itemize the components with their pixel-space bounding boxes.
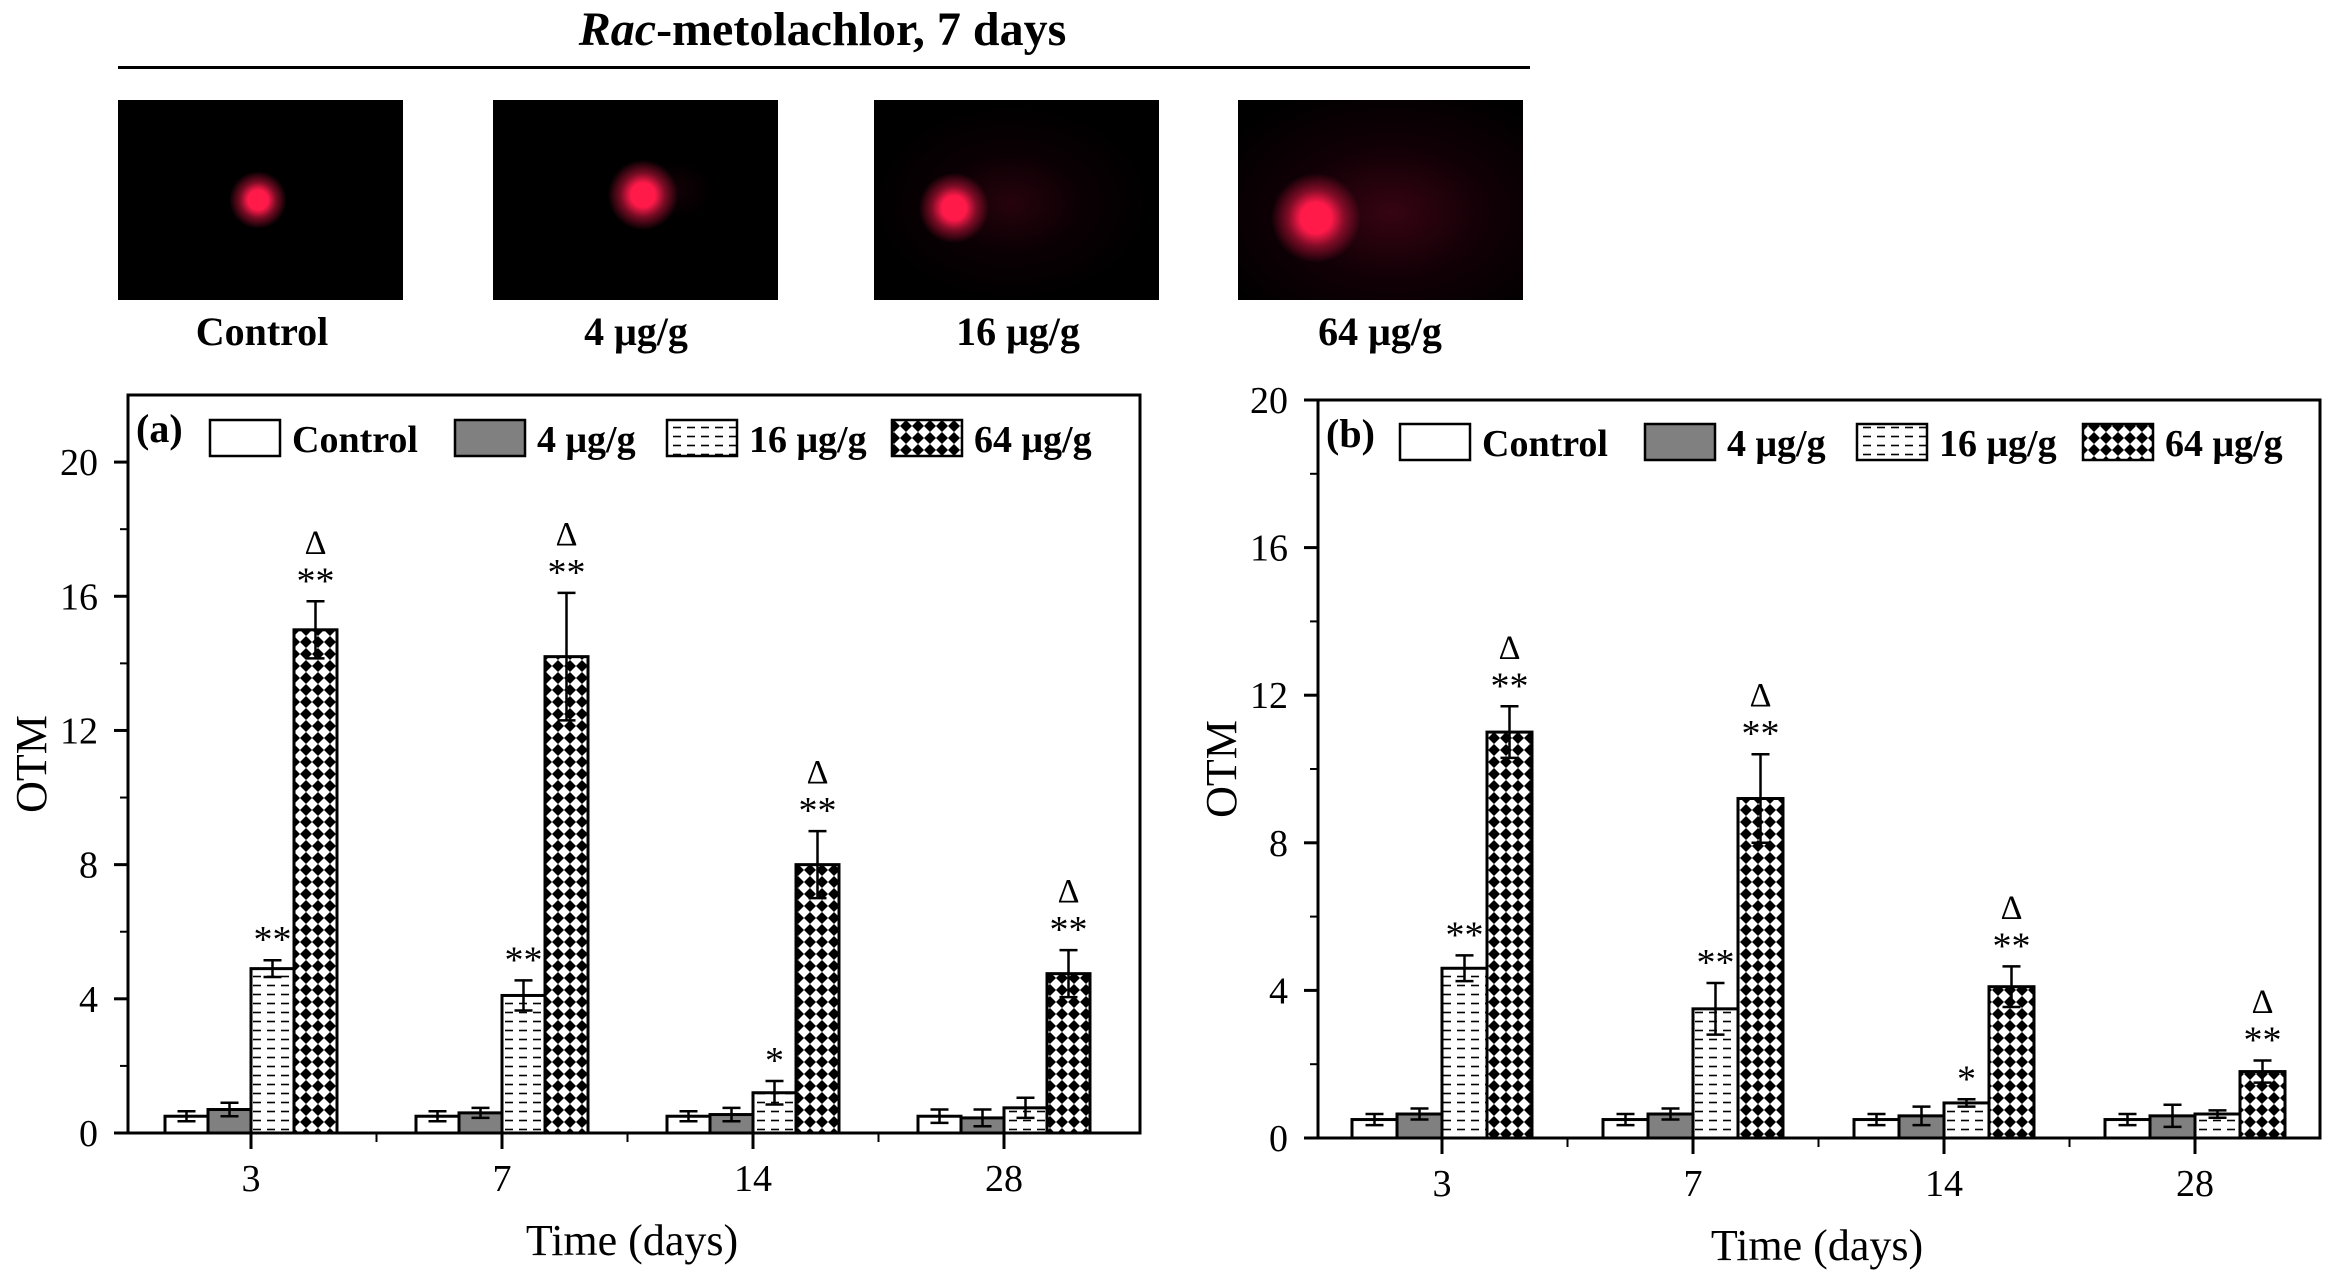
y-axis-label: OTM — [7, 715, 56, 813]
bar — [292, 628, 339, 1135]
legend-swatch — [1855, 422, 1929, 462]
delta-mark: Δ — [1499, 629, 1521, 666]
significance-mark: ** — [799, 790, 837, 832]
comet-image-64 — [1238, 100, 1523, 300]
legend-label: 64 μg/g — [974, 419, 1092, 461]
x-tick-label: 28 — [985, 1158, 1023, 1200]
legend-label: Control — [1482, 423, 1608, 465]
y-tick-label: 16 — [60, 576, 98, 618]
legend-swatch — [208, 418, 282, 458]
title-italic: Rac — [578, 3, 657, 56]
comet-label-control: Control — [195, 309, 329, 354]
legend-swatch — [453, 418, 527, 458]
y-tick-label: 8 — [1269, 823, 1288, 865]
x-tick-label: 14 — [1925, 1163, 1963, 1205]
delta-mark: Δ — [807, 754, 829, 791]
comet-label-16: 16 μg/g — [956, 309, 1080, 354]
y-tick-label: 20 — [60, 442, 98, 484]
x-axis-label: Time (days) — [526, 1216, 738, 1265]
y-tick-label: 20 — [1250, 380, 1288, 422]
delta-mark: Δ — [2252, 984, 2274, 1021]
significance-mark: ** — [548, 552, 586, 594]
delta-mark: Δ — [1750, 677, 1772, 714]
title-underline — [118, 66, 1530, 69]
panel-label: (a) — [136, 406, 183, 451]
x-tick-label: 3 — [242, 1158, 261, 1200]
bar — [249, 967, 296, 1135]
significance-mark: ** — [254, 919, 292, 961]
significance-mark: ** — [1491, 665, 1529, 707]
bar — [1736, 797, 1785, 1140]
comet-image-4 — [493, 100, 778, 300]
significance-mark: ** — [1697, 942, 1735, 984]
bar — [1942, 1101, 1991, 1140]
y-tick-label: 12 — [1250, 675, 1288, 717]
y-tick-label: 8 — [79, 845, 98, 887]
delta-mark: Δ — [305, 524, 327, 561]
delta-mark: Δ — [1058, 873, 1080, 910]
bar — [1440, 966, 1489, 1140]
legend-swatch — [2081, 422, 2155, 462]
bar — [543, 655, 590, 1135]
significance-mark: * — [1957, 1058, 1976, 1100]
bar — [500, 993, 547, 1135]
y-tick-label: 4 — [79, 979, 98, 1021]
y-tick-label: 0 — [1269, 1118, 1288, 1160]
x-tick-label: 3 — [1433, 1163, 1452, 1205]
legend-label: 64 μg/g — [2165, 423, 2283, 465]
y-tick-label: 16 — [1250, 528, 1288, 570]
significance-mark: ** — [505, 939, 543, 981]
legend-label: 16 μg/g — [749, 419, 867, 461]
legend-label: 4 μg/g — [537, 419, 636, 461]
x-tick-label: 28 — [2176, 1163, 2214, 1205]
significance-mark: ** — [2244, 1020, 2282, 1062]
legend-swatch — [1643, 422, 1717, 462]
bar — [794, 863, 841, 1135]
x-tick-label: 7 — [493, 1158, 512, 1200]
figure-title: Rac-metolachlor, 7 days — [115, 0, 1530, 60]
comet-image-control — [118, 100, 403, 300]
y-tick-label: 0 — [79, 1113, 98, 1155]
significance-mark: ** — [297, 560, 335, 602]
legend-label: 16 μg/g — [1939, 423, 2057, 465]
x-tick-label: 14 — [734, 1158, 772, 1200]
bar — [1485, 730, 1534, 1140]
legend-swatch — [1398, 422, 1472, 462]
significance-mark: * — [765, 1040, 784, 1082]
x-axis-label: Time (days) — [1711, 1221, 1923, 1270]
significance-mark: ** — [1742, 713, 1780, 755]
legend-label: Control — [292, 419, 418, 461]
significance-mark: ** — [1993, 925, 2031, 967]
significance-mark: ** — [1446, 914, 1484, 956]
y-axis-label: OTM — [1197, 720, 1246, 818]
plot-frame — [126, 393, 1142, 1135]
y-tick-label: 12 — [60, 710, 98, 752]
legend-swatch — [665, 418, 739, 458]
y-tick-label: 4 — [1269, 970, 1288, 1012]
legend-label: 4 μg/g — [1727, 423, 1826, 465]
significance-mark: ** — [1050, 909, 1088, 951]
legend-swatch — [890, 418, 964, 458]
comet-label-64: 64 μg/g — [1318, 309, 1442, 354]
panel-label: (b) — [1326, 411, 1375, 456]
delta-mark: Δ — [556, 516, 578, 553]
bar — [1987, 985, 2036, 1140]
x-tick-label: 7 — [1684, 1163, 1703, 1205]
comet-image-16 — [874, 100, 1159, 300]
delta-mark: Δ — [2001, 889, 2023, 926]
comet-label-4: 4 μg/g — [584, 309, 688, 354]
title-rest: -metolachlor, 7 days — [656, 3, 1067, 56]
